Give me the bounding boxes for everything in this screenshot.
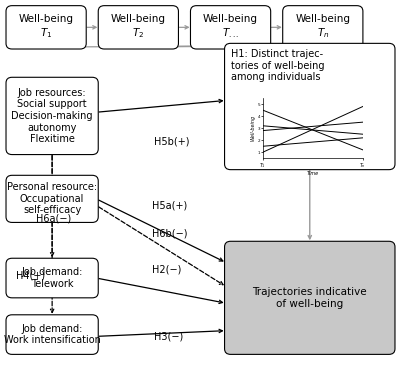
Text: Trajectories indicative
of well-being: Trajectories indicative of well-being (253, 287, 367, 309)
FancyBboxPatch shape (6, 77, 98, 155)
FancyBboxPatch shape (190, 6, 271, 49)
Text: H4(+): H4(+) (16, 270, 45, 280)
Text: H2(−): H2(−) (152, 265, 182, 274)
X-axis label: Time: Time (307, 171, 319, 176)
Text: H5b(+): H5b(+) (154, 136, 190, 146)
FancyBboxPatch shape (225, 241, 395, 354)
Text: H5a(+): H5a(+) (152, 201, 188, 210)
FancyBboxPatch shape (6, 6, 86, 49)
FancyBboxPatch shape (283, 6, 363, 49)
Text: Job resources:
Social support
Decision-making
autonomy
Flexitime: Job resources: Social support Decision-m… (11, 88, 93, 144)
Text: H6a(−): H6a(−) (36, 214, 71, 224)
Text: H3(−): H3(−) (154, 331, 184, 341)
Text: Well-being
$T_2$: Well-being $T_2$ (111, 14, 166, 40)
FancyBboxPatch shape (6, 175, 98, 222)
Text: Well-being
$T_1$: Well-being $T_1$ (18, 14, 74, 40)
Text: Well-being
$T_{...}$: Well-being $T_{...}$ (203, 14, 258, 40)
FancyBboxPatch shape (6, 258, 98, 298)
FancyBboxPatch shape (225, 43, 395, 170)
Y-axis label: Well-being: Well-being (251, 115, 256, 141)
Text: H6b(−): H6b(−) (152, 229, 188, 239)
Text: H1: Distinct trajec-
tories of well-being
among individuals: H1: Distinct trajec- tories of well-bein… (231, 49, 324, 82)
Text: Personal resource:
Occupational
self-efficacy: Personal resource: Occupational self-eff… (7, 182, 97, 216)
FancyBboxPatch shape (6, 315, 98, 354)
Text: Well-being
$T_n$: Well-being $T_n$ (295, 14, 350, 40)
Text: Job demand:
Telework: Job demand: Telework (21, 267, 83, 289)
FancyBboxPatch shape (98, 6, 178, 49)
Text: Job demand:
Work intensification: Job demand: Work intensification (4, 324, 101, 345)
